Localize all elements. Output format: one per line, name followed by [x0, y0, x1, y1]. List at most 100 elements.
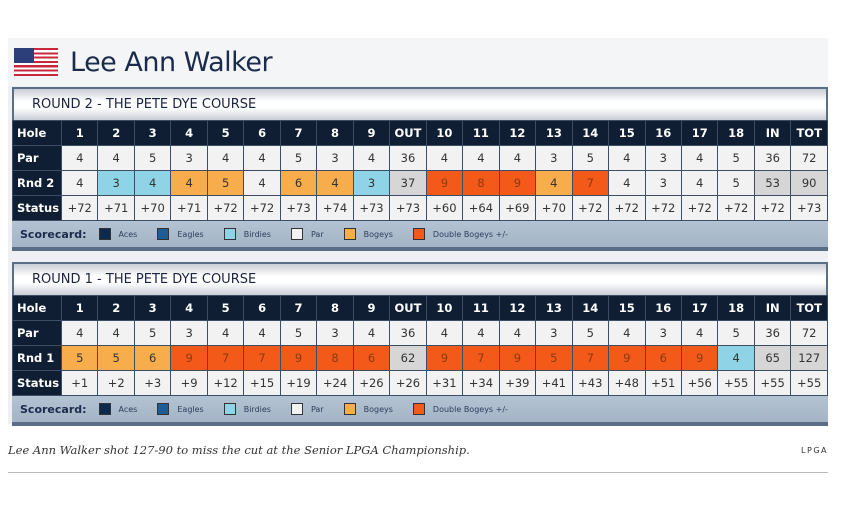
hole-row-cell: 11	[462, 120, 500, 146]
status-row-cell: +51	[644, 370, 682, 396]
legend-swatch	[343, 228, 356, 240]
status-row-cell: +2	[97, 370, 135, 396]
hole-row-cell: 9	[352, 295, 391, 321]
score-row-cell: 7	[206, 345, 245, 371]
par-row-cell: 5	[717, 145, 755, 171]
score-table: Hole 1 2 3 4 5 6 7 8 9 OUT 10 11 12 13 14 15 16 17 18 IN TOT P…	[12, 120, 828, 221]
par-row-cell: 4	[206, 145, 245, 171]
status-row-cell: +60	[425, 195, 464, 221]
hole-row-cell: IN	[753, 120, 792, 146]
par-row-cell: 4	[462, 145, 500, 171]
hole-row-cell: 2	[97, 295, 135, 321]
hole-row-cell: OUT	[389, 120, 427, 146]
player-name: Lee Ann Walker	[70, 46, 273, 78]
hole-row: Hole 1 2 3 4 5 6 7 8 9 OUT 10 11 12 13 14 15 16 17 18 IN TOT	[12, 120, 828, 146]
status-row-cell: +26	[352, 370, 391, 396]
score-row-cell: 4	[608, 170, 646, 196]
hole-row-cell: 8	[316, 295, 354, 321]
status-row-cell: +72	[680, 195, 719, 221]
legend-item: Par	[290, 228, 324, 240]
score-row-cell: 62	[389, 345, 427, 371]
par-row-cell: 5	[571, 320, 610, 346]
hole-row-cell: 11	[462, 295, 500, 321]
legend-swatch	[412, 403, 425, 415]
hole-row-cell: 15	[608, 295, 646, 321]
score-row-cell: 5	[535, 345, 573, 371]
round-title: ROUND 1 - THE PETE DYE COURSE	[12, 262, 828, 295]
status-row-cell: +48	[608, 370, 646, 396]
score-row-cell: 6	[352, 345, 391, 371]
legend-swatch	[412, 228, 425, 240]
legend-swatch	[157, 403, 170, 415]
hole-row-cell: 9	[352, 120, 391, 146]
status-row-cell: +15	[243, 370, 281, 396]
hole-row-cell: 14	[571, 120, 610, 146]
par-row-cell: 36	[389, 320, 427, 346]
status-row-cell: +73	[790, 195, 828, 221]
par-row: Par 4 4 5 3 4 4 5 3 4 36 4 4 4 3 5 4 3 4 5 36 72	[12, 320, 828, 346]
score-row-cell: 37	[389, 170, 427, 196]
score-row-cell: 6	[279, 170, 318, 196]
status-row-cell: +69	[498, 195, 537, 221]
legend-item-label: Eagles	[177, 404, 204, 414]
status-row-cell: +72	[753, 195, 792, 221]
status-row-cell: +73	[279, 195, 318, 221]
score-row-cell: 3	[644, 170, 682, 196]
legend-item: Aces	[98, 403, 138, 415]
legend-item: Double Bogeys +/-	[412, 228, 508, 240]
score-row-cell: 5	[60, 345, 99, 371]
status-row-cell: +41	[535, 370, 573, 396]
legend-item: Aces	[98, 228, 137, 240]
legend-swatch	[223, 403, 236, 415]
score-row-cell: 9	[425, 345, 464, 371]
par-row-cell: 4	[352, 320, 391, 346]
par-row-cell: 4	[680, 320, 719, 346]
score-row-cell: 127	[790, 345, 828, 371]
hole-row-cell: 4	[170, 295, 208, 321]
score-row-cell: 5	[97, 345, 135, 371]
legend-item-label: Aces	[118, 404, 138, 414]
status-row-cell: +26	[389, 370, 427, 396]
score-row-cell: 9	[498, 345, 537, 371]
status-row-cell: +72	[717, 195, 755, 221]
legend-item-label: Bogeys	[363, 404, 393, 414]
score-row-cell: 3	[352, 170, 391, 196]
par-row-cell: Par	[12, 145, 62, 171]
status-row-cell: +73	[389, 195, 427, 221]
legend-item-label: Birdies	[243, 404, 271, 414]
status-row-cell: Status	[12, 195, 62, 221]
status-row-cell: +56	[680, 370, 719, 396]
legend-swatch	[290, 228, 303, 240]
status-row-cell: +72	[206, 195, 245, 221]
par-row-cell: 4	[352, 145, 391, 171]
score-row-cell: 7	[571, 170, 610, 196]
status-row-cell: +72	[571, 195, 610, 221]
par-row-cell: 5	[133, 320, 172, 346]
par-row-cell: 4	[608, 145, 646, 171]
score-row-cell: 4	[316, 170, 354, 196]
hole-row-cell: 17	[680, 295, 719, 321]
score-row-cell: 9	[425, 170, 464, 196]
hole-row-cell: 5	[206, 295, 245, 321]
status-row-cell: +55	[790, 370, 828, 396]
status-row-cell: +9	[170, 370, 208, 396]
status-row-cell: Status	[12, 370, 62, 396]
legend-label: Scorecard:	[20, 402, 87, 416]
par-row-cell: 3	[170, 320, 208, 346]
par-row-cell: 4	[498, 320, 537, 346]
divider	[8, 472, 828, 473]
score-row-cell: 6	[133, 345, 172, 371]
hole-row-cell: 6	[243, 295, 281, 321]
hole-row-cell: 5	[206, 120, 245, 146]
score-row-cell: 8	[462, 170, 500, 196]
hole-row-cell: 2	[97, 120, 135, 146]
hole-row-cell: TOT	[790, 120, 828, 146]
score-row-cell: 4	[680, 170, 719, 196]
legend-item: Eagles	[157, 403, 204, 415]
hole-row-cell: 14	[571, 295, 610, 321]
legend-item-label: Par	[310, 404, 324, 414]
score-row-cell: Rnd 2	[12, 170, 62, 196]
par-row-cell: 36	[753, 320, 792, 346]
par-row-cell: 36	[389, 145, 427, 171]
legend-item-label: Double Bogeys +/-	[432, 229, 508, 239]
